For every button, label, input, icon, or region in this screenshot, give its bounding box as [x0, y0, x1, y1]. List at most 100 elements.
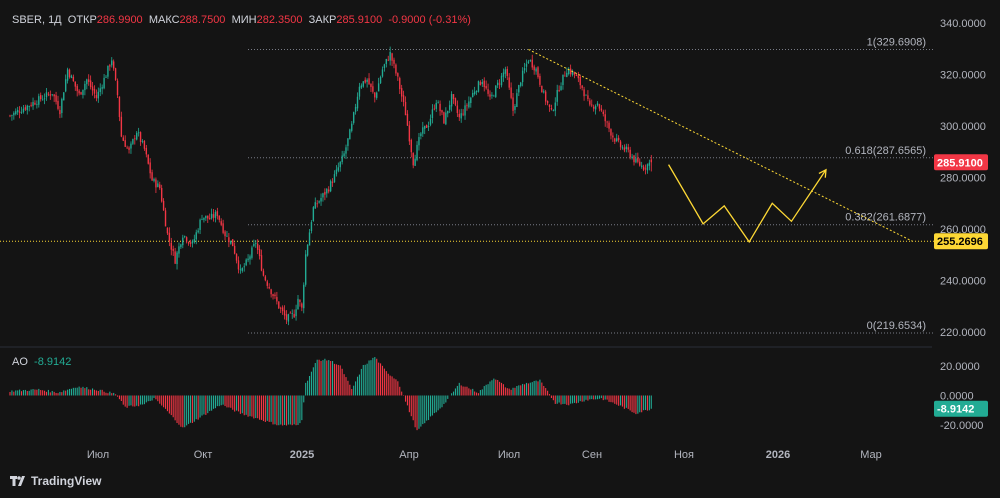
candle-body — [120, 116, 123, 137]
candle-body — [101, 87, 103, 89]
time-tick-label: Июл — [87, 449, 109, 461]
time-tick-label: Сен — [582, 449, 602, 461]
tradingview-brand[interactable]: TradingView — [10, 474, 101, 488]
price-tick-label: 220.0000 — [940, 327, 986, 339]
candle-body — [283, 310, 286, 316]
candle-body — [299, 299, 301, 302]
candle-body — [28, 106, 30, 107]
candle-body — [395, 64, 397, 74]
candle-body — [233, 245, 236, 254]
ao-tick-label: 20.0000 — [940, 361, 980, 373]
price-badges: 285.9100 255.2696 -8.9142 — [934, 154, 988, 417]
candle-body — [216, 211, 219, 217]
candle-body — [18, 111, 21, 113]
candle-body — [88, 79, 90, 82]
fibonacci-levels[interactable]: 1(329.6908) 0.618(287.6565) 0.382(261.6877… — [248, 36, 934, 334]
candle-body — [587, 95, 589, 100]
candle-body — [218, 215, 220, 220]
trendline[interactable] — [528, 49, 913, 242]
candle-body — [495, 85, 497, 97]
candle-body — [389, 51, 391, 61]
candle-body — [454, 98, 457, 105]
candle-body — [374, 92, 376, 98]
candle-body — [514, 105, 516, 110]
candle-body — [633, 155, 635, 163]
candle-body — [362, 81, 364, 87]
candle-body — [224, 231, 226, 237]
candle-body — [564, 75, 566, 77]
price-tick-label: 340.0000 — [940, 18, 986, 30]
candle-body — [220, 221, 222, 225]
high-label: МАКС — [148, 14, 180, 26]
candle-body — [312, 207, 315, 221]
candle-body — [203, 217, 205, 220]
descending-trendline[interactable] — [528, 49, 913, 242]
candle-body — [301, 303, 303, 308]
candle-body — [89, 80, 92, 88]
candle-body — [222, 223, 224, 233]
candle-body — [523, 68, 526, 71]
projection-path[interactable] — [667, 164, 827, 244]
time-tick-label: 2025 — [290, 449, 314, 461]
candle-body — [124, 140, 126, 147]
candle-body — [541, 85, 543, 93]
candle-body — [199, 219, 201, 230]
candle-body — [404, 101, 407, 116]
candle-body — [32, 101, 34, 107]
candle-body — [416, 144, 418, 161]
candle-body — [351, 123, 353, 131]
ao-tick-label: -20.0000 — [940, 420, 983, 432]
candle-body — [164, 210, 167, 227]
candle-body — [598, 104, 601, 109]
candle-body — [493, 95, 495, 97]
candle-body — [205, 215, 207, 219]
candle-body — [308, 232, 311, 246]
candle-body — [516, 93, 518, 107]
candle-body — [329, 181, 332, 192]
support-price-badge-bg — [934, 233, 988, 250]
projection-arrowhead — [818, 168, 827, 178]
projection-line[interactable] — [667, 164, 827, 244]
candle-body — [22, 108, 25, 112]
candle-body — [596, 103, 599, 106]
candle-body — [433, 108, 436, 110]
open-value: 286.9900 — [96, 14, 143, 26]
candle-body — [170, 242, 172, 250]
candle-body — [352, 112, 355, 123]
low-label: МИН — [231, 14, 257, 26]
candle-body — [420, 133, 422, 137]
candle-body — [372, 86, 374, 92]
candle-body — [341, 155, 343, 163]
candle-body — [266, 281, 268, 286]
candle-body — [591, 104, 593, 106]
candle-body — [412, 153, 414, 166]
candle-body — [354, 106, 357, 112]
candle-body — [86, 79, 88, 85]
candle-body — [470, 97, 472, 103]
candle-body — [212, 214, 215, 218]
candle-body — [9, 115, 11, 117]
candle-body — [285, 314, 288, 321]
candle-body — [502, 72, 505, 77]
candle-body — [68, 69, 71, 77]
candle-body — [527, 61, 530, 64]
close-value: 285.9100 — [336, 14, 383, 26]
candle-body — [107, 65, 109, 77]
candle-body — [136, 132, 138, 140]
candle-body — [24, 107, 27, 110]
candle-body — [43, 98, 46, 100]
ao-legend: AO -8.9142 — [12, 356, 71, 368]
candle-body — [251, 247, 253, 258]
candle-body — [468, 101, 470, 108]
candle-body — [589, 100, 591, 105]
time-tick-label: Ноя — [674, 449, 694, 461]
candle-body — [287, 314, 290, 322]
candle-body — [406, 113, 409, 126]
candle-body — [498, 83, 501, 85]
candle-body — [548, 104, 551, 107]
candle-body — [546, 101, 549, 104]
candle-body — [377, 83, 380, 92]
candle-body — [59, 109, 61, 115]
candle-body — [66, 69, 69, 81]
